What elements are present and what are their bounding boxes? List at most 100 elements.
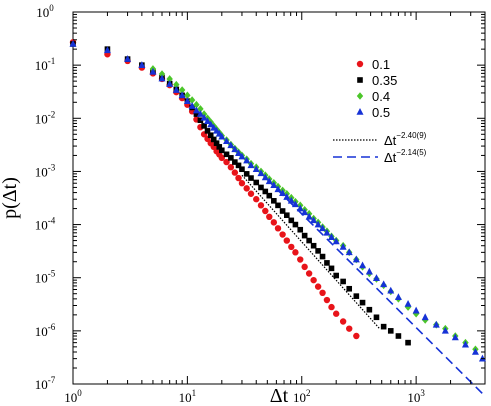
data-point-circle [262,207,269,215]
data-point-triangle [192,106,200,114]
legend-fit-label: Δt−2.14(5) [384,148,427,165]
y-tick-base: 10 [35,218,48,233]
data-point-square [319,253,326,260]
y-tick-label: 10-2 [35,109,56,126]
data-point-square [346,285,353,292]
data-point-circle [283,237,291,244]
data-point-diamond [173,80,180,89]
data-point-triangle [207,120,215,128]
data-point-square [243,171,250,177]
data-point-triangle [380,280,388,288]
x-tick-label: 101 [179,388,197,405]
y-tick-exp: -7 [48,375,56,385]
y-tick-label: 10-7 [35,375,56,392]
data-point-circle [292,249,299,256]
data-point-circle [243,185,250,192]
x-tick-base: 10 [179,390,192,405]
x-tick-base: 10 [407,390,420,405]
data-point-triangle [231,145,239,153]
data-point-triangle [261,173,269,181]
fit-line-dotted [241,174,381,330]
data-point-diamond [197,105,204,113]
data-point-circle [279,231,286,238]
x-axis: 100 101 102 103 [64,12,472,405]
data-point-triangle [441,326,449,334]
legend-label: 0.5 [372,105,390,120]
data-point-square [405,339,411,346]
y-tick-base: 10 [35,164,48,179]
data-point-triangle [387,286,395,294]
data-point-triangle [247,161,255,169]
y-tick-label: 10-4 [35,216,56,233]
series-0.35 [70,41,411,346]
data-point-circle [310,276,317,284]
data-point-square [353,293,360,299]
data-point-square [284,212,290,219]
data-point-triangle [296,204,304,212]
data-point-triangle [235,149,243,157]
data-point-square [324,260,330,266]
data-point-circle [314,283,322,290]
data-point-square [306,237,312,244]
y-tick-exp: -6 [48,322,56,332]
data-point-triangle [227,141,235,149]
plot-area [69,11,486,397]
data-point-square [210,136,217,143]
data-point-triangle [310,216,318,224]
data-point-square [219,147,225,154]
data-point-triangle [323,228,331,236]
data-point-triangle [69,39,77,47]
data-point-square [315,248,321,254]
data-point-circle [235,174,242,182]
data-point-square [380,323,387,330]
series-0.4 [149,65,479,354]
data-point-circle [288,243,295,251]
data-point-square [197,117,204,124]
data-point-circle [266,213,273,221]
data-point-square [275,202,281,209]
fit-line-dashed [266,179,486,397]
data-point-diamond [158,70,166,78]
y-tick-base: 10 [35,58,48,73]
legend-marker-diamond [356,92,364,100]
y-tick-base: 10 [35,324,48,339]
y-tick-exp: -4 [48,216,56,226]
data-point-square [271,198,277,204]
data-point-circle [257,202,265,209]
series-0.5 [69,39,486,362]
legend-fit-exp: −2.40(9) [396,131,426,140]
data-point-circle [274,225,282,232]
data-point-circle [319,289,326,297]
y-tick-exp: -3 [48,162,56,172]
data-point-square [279,208,286,214]
data-point-square [235,162,242,169]
data-point-square [266,192,273,199]
data-point-triangle [451,333,459,341]
y-tick-exp: -5 [48,269,56,279]
series-0.1 [69,39,360,340]
data-point-triangle [124,55,132,62]
data-point-square [207,132,214,139]
y-tick-exp: -1 [48,56,56,66]
data-point-triangle [314,220,322,228]
data-point-triangle [218,132,226,140]
data-point-circle [270,219,278,226]
data-point-triangle [359,261,367,269]
data-point-circle [346,325,353,332]
data-point-triangle [432,320,440,328]
data-point-diamond [188,96,196,104]
data-point-triangle [252,165,260,173]
data-point-triangle [301,208,309,216]
data-point-square [297,226,304,233]
x-tick-base: 10 [64,390,77,405]
data-point-circle [339,318,347,325]
x-tick-exp: 1 [192,388,197,398]
y-axis-title: p(Δt) [0,177,21,219]
data-point-triangle [223,137,231,145]
data-point-triangle [196,110,204,117]
y-tick-label: 10-1 [35,56,56,73]
plot-frame [72,11,486,385]
data-point-square [288,217,295,224]
y-tick-label: 10-3 [35,162,56,179]
